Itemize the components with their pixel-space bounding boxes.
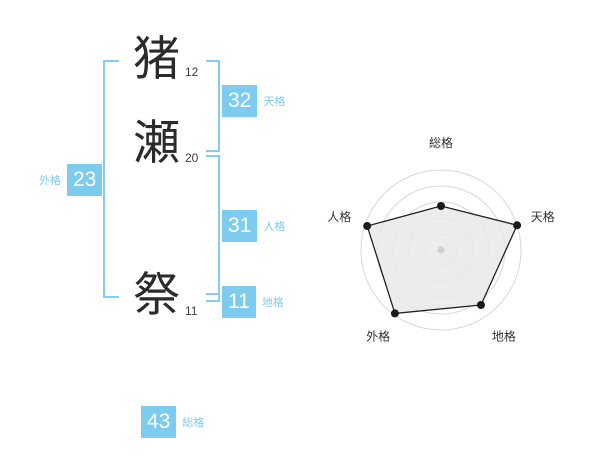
- radar-axis-label-2: 地格: [492, 329, 516, 344]
- radar-axis-label-3: 外格: [366, 329, 390, 344]
- radar-point-0: [437, 202, 445, 210]
- radar-point-3: [390, 309, 399, 318]
- radar-series-area: [366, 205, 518, 315]
- stroke-count-2: 20: [185, 151, 199, 165]
- stroke-count-1: 12: [185, 65, 199, 79]
- radar-point-4: [363, 222, 372, 231]
- radar-center-dot: [437, 246, 445, 254]
- kanji-character-1: 猪: [133, 32, 180, 87]
- kanji-character-2: 瀬: [133, 116, 180, 171]
- score-chip-tenkaku: 32 天格: [222, 85, 285, 117]
- score-value-jinkaku: 31: [222, 210, 258, 242]
- score-value-chikaku: 11: [222, 286, 256, 318]
- score-chip-chikaku: 11 地格: [222, 286, 284, 318]
- radar-ring-5: [360, 169, 522, 331]
- score-label-tenkaku: 天格: [263, 95, 286, 108]
- radar-point-2: [476, 301, 485, 310]
- score-label-jinkaku: 人格: [263, 220, 286, 233]
- bracket-jinkaku: [206, 155, 220, 295]
- radar-data-points: [363, 202, 522, 318]
- score-value-tenkaku: 32: [222, 85, 258, 117]
- score-label-chikaku: 地格: [261, 296, 284, 309]
- bracket-gaikaku: [103, 60, 119, 298]
- score-value-soukaku: 43: [141, 406, 177, 438]
- score-value-gaikaku: 23: [67, 164, 103, 196]
- score-chip-soukaku: 43 総格: [141, 406, 204, 438]
- radar-axis-label-1: 天格: [531, 209, 555, 224]
- score-chip-jinkaku: 31 人格: [222, 210, 285, 242]
- kanji-character-3: 祭: [133, 268, 180, 323]
- bracket-chikaku: [206, 290, 220, 302]
- radar-axis-label-0: 総格: [429, 135, 453, 150]
- score-chip-gaikaku: 外格 23: [39, 164, 103, 196]
- bracket-tenkaku: [206, 60, 220, 152]
- name-breakdown-diagram: 猪 12 瀬 20 祭 11 32 天格 31 人格 11 地格 外格 23 4…: [39, 32, 285, 438]
- score-label-gaikaku: 外格: [39, 174, 61, 187]
- radar-chart: 総格天格地格 外格 人格: [300, 105, 590, 365]
- score-label-soukaku: 総格: [182, 416, 205, 429]
- radar-axis-label-4: 人格: [327, 209, 351, 224]
- radar-polygon: [366, 205, 518, 315]
- stroke-count-3: 11: [185, 304, 198, 318]
- radar-point-1: [513, 221, 522, 230]
